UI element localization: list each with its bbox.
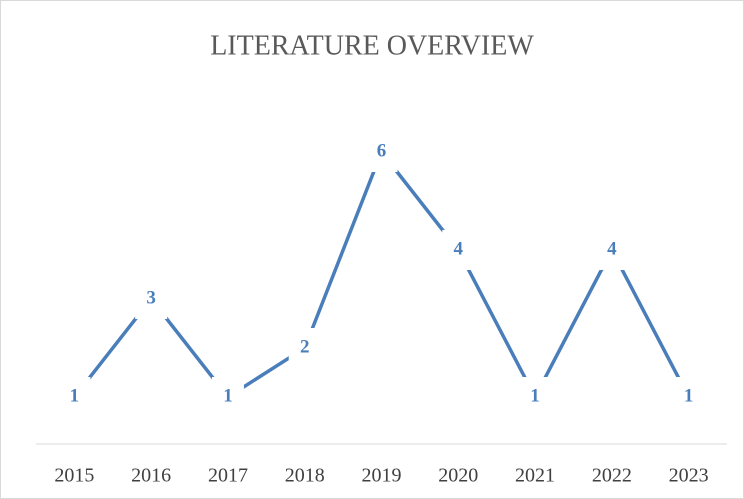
x-tick-label: 2018 bbox=[285, 465, 325, 487]
x-tick-label: 2019 bbox=[362, 465, 402, 487]
data-label: 2 bbox=[300, 336, 310, 357]
label-background bbox=[365, 132, 398, 172]
label-background bbox=[672, 377, 705, 417]
label-background bbox=[288, 328, 321, 368]
label-background bbox=[519, 377, 552, 417]
data-label: 6 bbox=[377, 140, 387, 161]
label-background bbox=[211, 377, 244, 417]
x-tick-label: 2020 bbox=[438, 465, 478, 487]
data-label: 4 bbox=[607, 238, 617, 259]
x-tick-label: 2022 bbox=[592, 465, 632, 487]
label-background bbox=[58, 377, 91, 417]
label-background bbox=[442, 230, 475, 270]
x-tick-label: 2016 bbox=[131, 465, 171, 487]
data-label: 1 bbox=[223, 385, 233, 406]
data-label: 4 bbox=[454, 238, 464, 259]
data-label: 1 bbox=[530, 385, 540, 406]
label-background bbox=[595, 230, 628, 270]
data-label: 1 bbox=[70, 385, 80, 406]
chart-title: LITERATURE OVERVIEW bbox=[210, 30, 534, 61]
x-tick-label: 2023 bbox=[669, 465, 709, 487]
x-tick-label: 2015 bbox=[54, 465, 94, 487]
x-tick-label: 2021 bbox=[515, 465, 555, 487]
data-label: 1 bbox=[684, 385, 694, 406]
data-label: 3 bbox=[146, 287, 156, 308]
label-background bbox=[135, 279, 168, 319]
x-tick-label: 2017 bbox=[208, 465, 248, 487]
